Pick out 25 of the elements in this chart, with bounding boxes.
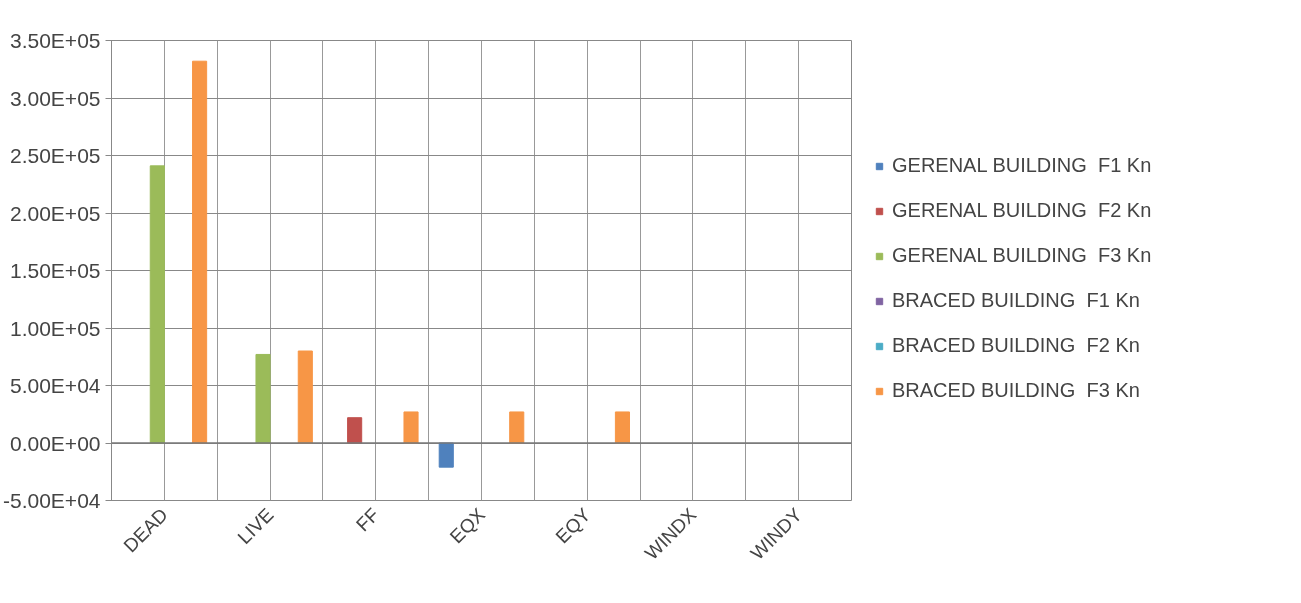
- legend-label: GERENAL BUILDING F2 Kn: [892, 199, 1152, 222]
- y-tick-label: 3.50E+05: [10, 29, 101, 52]
- legend-label: BRACED BUILDING F1 Kn: [892, 289, 1140, 312]
- y-tick-label: 1.00E+05: [10, 316, 101, 340]
- bar: [347, 417, 363, 444]
- y-tick-label: 3.00E+05: [10, 86, 101, 110]
- bar: [403, 411, 419, 444]
- legend-label: BRACED BUILDING F2 Kn: [892, 334, 1140, 357]
- y-tick-label: 2.00E+05: [10, 201, 101, 225]
- y-tick-label: 1.50E+05: [10, 259, 101, 282]
- bar: [149, 165, 165, 444]
- x-tick-label: FF: [351, 504, 384, 536]
- bar: [614, 411, 630, 444]
- y-tick-label: -5.00E+04: [3, 489, 101, 512]
- bar: [509, 411, 525, 444]
- legend-label: GERENAL BUILDING F3 Kn: [892, 244, 1152, 267]
- y-tick-label: 0.00E+00: [10, 431, 101, 455]
- y-tick-label: 2.50E+05: [10, 144, 101, 167]
- bar: [192, 60, 208, 444]
- bar: [255, 353, 271, 444]
- y-tick-label: 5.00E+04: [10, 374, 101, 397]
- legend-label: GERENAL BUILDING F1 Kn: [892, 154, 1152, 177]
- legend-label: BRACED BUILDING F3 Kn: [892, 379, 1140, 402]
- bar: [438, 442, 454, 468]
- bar: [297, 350, 313, 444]
